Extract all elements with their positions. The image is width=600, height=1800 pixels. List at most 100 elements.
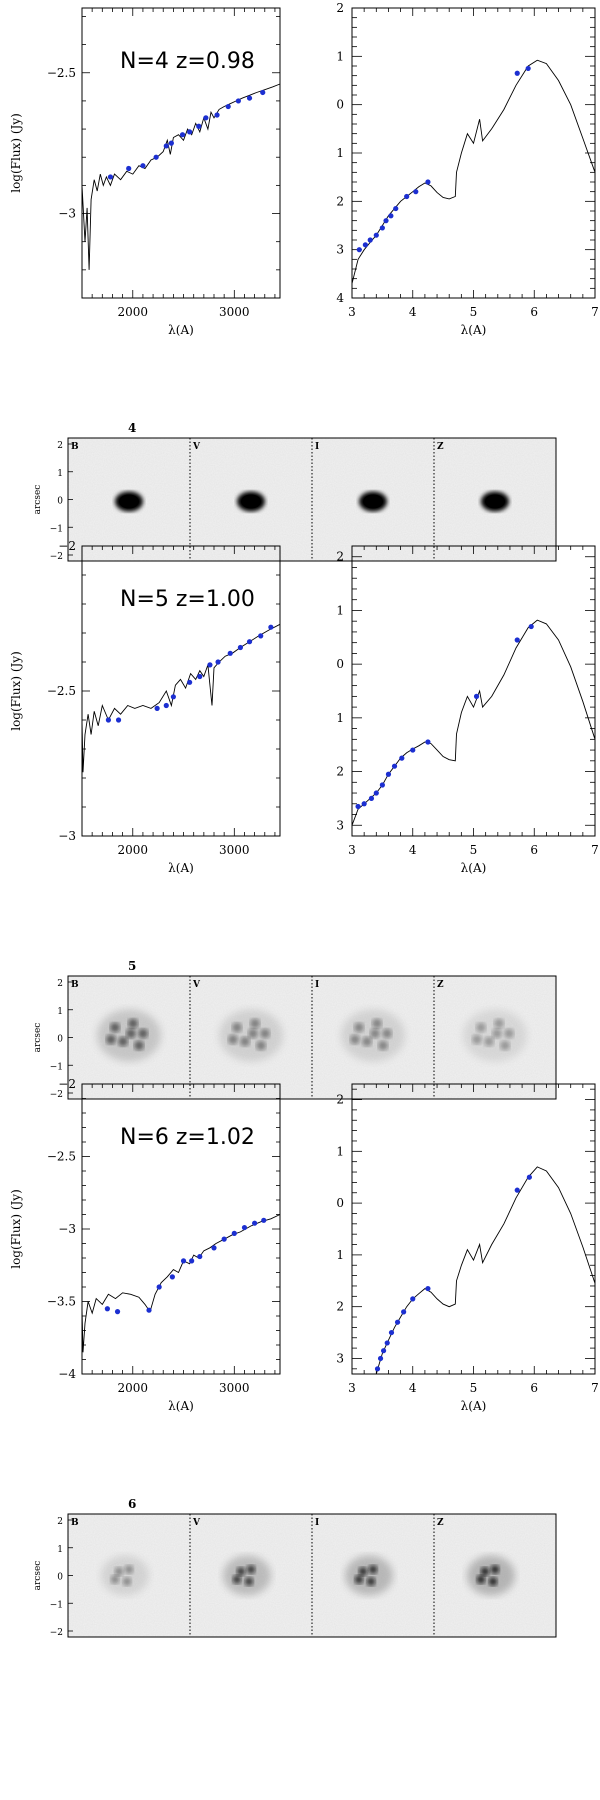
photometry-point <box>391 763 398 769</box>
photometry-point <box>526 1174 532 1180</box>
stamp-band-Z: Z <box>433 976 527 1099</box>
photometry-point <box>246 95 253 101</box>
y-tick-label: 2 <box>336 550 344 564</box>
photometry-point <box>197 1253 203 1260</box>
photometry-point <box>146 1307 152 1313</box>
photometry-point <box>163 143 169 149</box>
stamp-y-tick-label: 0 <box>57 1573 63 1583</box>
photometry-point <box>189 1258 195 1264</box>
galaxy-clump <box>256 1040 266 1051</box>
photometry-point <box>425 739 431 745</box>
x-axis-label: λ(A) <box>168 1399 194 1413</box>
galaxy-disc <box>223 1555 271 1596</box>
galaxy-clump <box>250 1018 260 1029</box>
x-tick-label: 5 <box>470 1381 478 1395</box>
photometry-point <box>107 174 114 180</box>
y-axis-label: log(Flux) (Jy) <box>9 651 23 731</box>
stamp-band-B: B <box>71 980 161 1062</box>
photometry-point <box>388 213 394 219</box>
x-tick-label: 2000 <box>117 305 148 319</box>
photometry-point <box>246 639 253 645</box>
photometry-point <box>383 218 389 224</box>
galaxy-clump <box>372 1018 382 1029</box>
photometry-point <box>169 1274 175 1280</box>
panel-6: 2000 3000 −4 −3.5 −3 −2.5 −2 λ(A) log(Flux) (Jy)… <box>9 1077 599 1638</box>
photometry-point <box>373 790 379 796</box>
photometry-point <box>268 624 274 630</box>
photometry-point <box>126 165 132 172</box>
photometry-point <box>235 98 241 104</box>
photometry-point <box>410 747 416 753</box>
galaxy-clump <box>244 1577 254 1586</box>
photometry-point <box>425 1285 431 1292</box>
y-tick-label: −2 <box>58 1077 76 1091</box>
galaxy-clump <box>476 1575 486 1584</box>
right-plot: 3 4 5 6 7 2 1 0 1 2 3 λ(A) <box>336 545 599 875</box>
photometry-point <box>514 637 520 643</box>
galaxy-core <box>363 494 383 509</box>
y-tick-label: 2 <box>336 765 344 779</box>
model-spectrum-line <box>81 1214 281 1353</box>
x-tick-label: 6 <box>530 843 538 857</box>
x-axis-label: λ(A) <box>461 861 487 875</box>
photometry-point <box>525 65 531 72</box>
galaxy-core <box>241 494 261 509</box>
galaxy-clump <box>106 1034 116 1045</box>
photometry-point <box>237 644 243 651</box>
photometry-point <box>140 163 146 169</box>
galaxy-clump <box>492 1028 502 1039</box>
x-tick-label: 3 <box>348 1381 356 1395</box>
stamp-y-axis-label: arcsec <box>33 1023 43 1053</box>
photometry-point <box>187 679 193 685</box>
x-axis-label: λ(A) <box>461 323 487 337</box>
redshift-annotation: N=6 z=1.02 <box>120 1125 255 1150</box>
x-tick-label: 7 <box>591 843 599 857</box>
x-tick-label: 4 <box>409 843 417 857</box>
galaxy-clump <box>480 1567 490 1576</box>
photometry-point <box>187 129 193 135</box>
band-label: Z <box>437 980 444 990</box>
image-stamps: 6 B V I Z 2 1 0 −1 −2 arcsec <box>33 1497 557 1638</box>
stamp-y-tick-label: −1 <box>50 1600 63 1610</box>
y-tick-label: −3 <box>58 829 76 843</box>
redshift-annotation: N=4 z=0.98 <box>120 49 255 74</box>
left-plot: 2000 3000 −4 −3.5 −3 −2.5 −2 λ(A) log(Flux) (Jy)… <box>9 1077 281 1413</box>
galaxy-core <box>119 494 139 509</box>
galaxy-clump <box>246 1565 256 1574</box>
y-tick-label: −2.5 <box>47 684 76 698</box>
stamp-y-tick-label: −2 <box>50 1628 63 1638</box>
photometry-point <box>203 115 209 121</box>
right-plot-frame <box>351 7 596 299</box>
y-tick-label: −2.5 <box>47 66 76 80</box>
image-stamps: 4 B V I Z 2 1 0 −1 −2 arcsec <box>33 421 557 562</box>
stamp-band-B: B <box>71 442 143 512</box>
galaxy-disc <box>467 1555 515 1596</box>
x-tick-label: 7 <box>591 305 599 319</box>
stamp-band-V: V <box>189 438 265 561</box>
stamp-y-tick-label: 1 <box>57 1545 63 1555</box>
x-tick-label: 6 <box>530 1381 538 1395</box>
x-tick-label: 3000 <box>219 1381 250 1395</box>
stamp-y-axis-label: arcsec <box>33 1561 43 1591</box>
galaxy-disc <box>101 1555 149 1596</box>
panel-5: 2000 3000 −3 −2.5 −2 λ(A) log(Flux) (Jy) N=5 z=… <box>9 539 599 1100</box>
x-axis-label: λ(A) <box>168 861 194 875</box>
galaxy-clump <box>126 1028 136 1039</box>
stamp-y-tick-label: 1 <box>57 1007 63 1017</box>
stamp-y-tick-label: −1 <box>50 524 63 534</box>
y-axis-label: log(Flux) (Jy) <box>9 113 23 193</box>
galaxy-clump <box>490 1565 500 1574</box>
photometry-point <box>385 771 392 777</box>
panel-4: 2000 3000 −3 −2.5 λ(A) log(Flux) (Jy) N=4 z=0.… <box>9 1 599 562</box>
photometry-point <box>355 803 361 810</box>
photometry-point <box>115 717 122 723</box>
galaxy-clump <box>500 1040 510 1051</box>
photometry-point <box>221 1236 227 1242</box>
galaxy-clump <box>350 1034 360 1045</box>
galaxy-clump <box>472 1034 482 1045</box>
band-label: B <box>71 1518 79 1528</box>
stamp-y-tick-label: 2 <box>57 1517 63 1527</box>
stamp-y-axis-label: arcsec <box>33 485 43 515</box>
x-axis-label: λ(A) <box>461 1399 487 1413</box>
